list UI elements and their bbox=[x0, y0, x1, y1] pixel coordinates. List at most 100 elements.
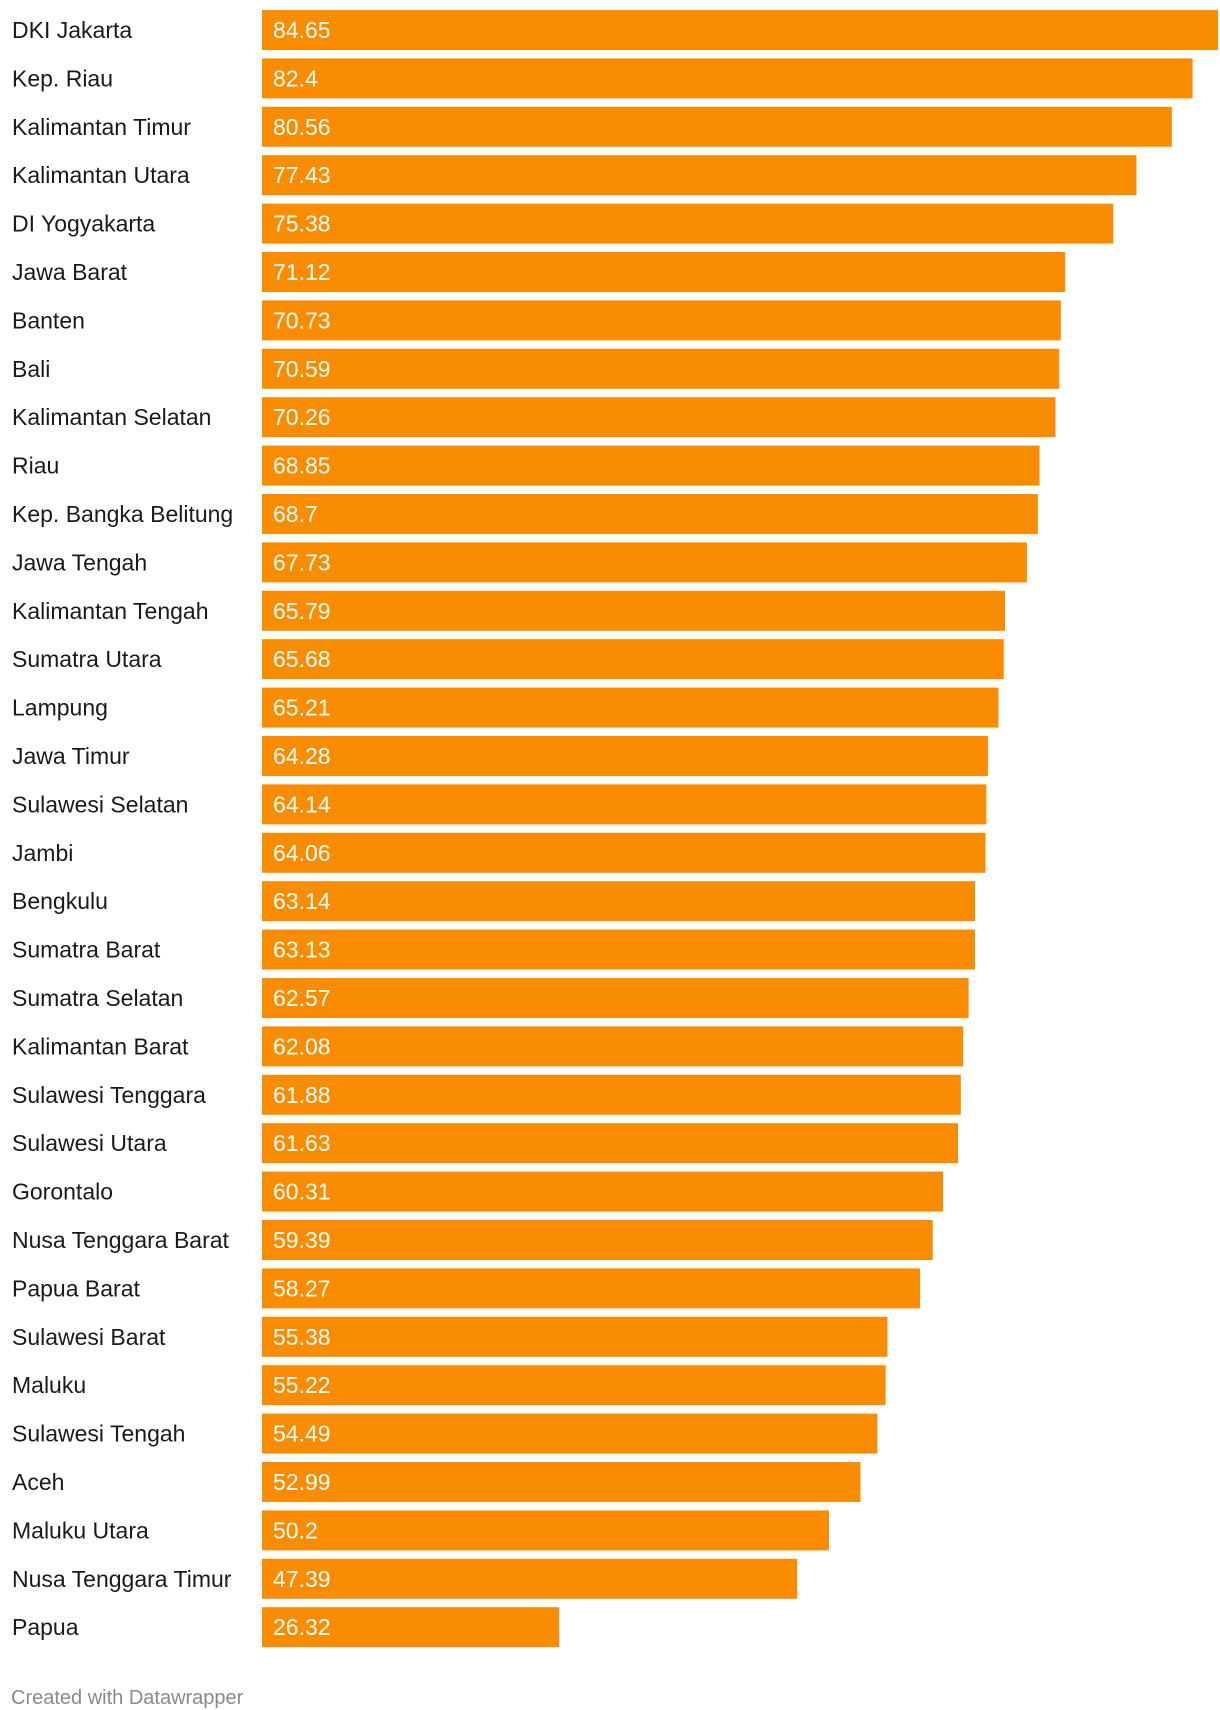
category-label: Sulawesi Utara bbox=[12, 1130, 167, 1156]
category-label: Maluku bbox=[12, 1372, 86, 1398]
bar-row: Sulawesi Tenggara 61.88 bbox=[12, 1074, 961, 1115]
category-label: Maluku Utara bbox=[12, 1517, 149, 1543]
value-label: 63.14 bbox=[273, 888, 331, 914]
bar bbox=[262, 978, 969, 1018]
value-label: 55.38 bbox=[273, 1324, 331, 1350]
value-label: 64.06 bbox=[273, 840, 331, 866]
bar-row: Kalimantan Timur 80.56 bbox=[12, 106, 1172, 147]
category-label: Jawa Timur bbox=[12, 743, 130, 769]
value-label: 63.13 bbox=[273, 937, 331, 963]
value-label: 61.63 bbox=[273, 1130, 331, 1156]
bar bbox=[262, 106, 1172, 147]
bar-row: Maluku 55.22 bbox=[12, 1365, 886, 1406]
bar-row: Sumatra Utara 65.68 bbox=[12, 639, 1004, 680]
category-label: Papua bbox=[12, 1614, 79, 1640]
bar bbox=[262, 1365, 886, 1406]
bar bbox=[262, 155, 1137, 196]
value-label: 65.68 bbox=[273, 646, 331, 672]
category-label: Bali bbox=[12, 356, 50, 382]
category-label: Jambi bbox=[12, 840, 73, 866]
value-label: 65.21 bbox=[273, 695, 331, 721]
bar bbox=[262, 1171, 944, 1212]
category-label: Lampung bbox=[12, 695, 108, 721]
bar-row: Kalimantan Utara 77.43 bbox=[12, 155, 1137, 196]
bar-row: Kep. Bangka Belitung 68.7 bbox=[12, 494, 1038, 534]
bar bbox=[262, 1074, 961, 1115]
value-label: 59.39 bbox=[273, 1227, 331, 1253]
category-label: Kalimantan Selatan bbox=[12, 404, 211, 430]
bar bbox=[262, 784, 987, 825]
bar-row: Jambi 64.06 bbox=[12, 832, 986, 873]
value-label: 58.27 bbox=[273, 1275, 331, 1301]
bar-row: Kalimantan Selatan 70.26 bbox=[12, 397, 1056, 438]
category-label: Sulawesi Tengah bbox=[12, 1421, 185, 1447]
category-label: Sulawesi Tenggara bbox=[12, 1082, 206, 1108]
category-label: Nusa Tenggara Barat bbox=[12, 1227, 230, 1253]
bar-row: Jawa Timur 64.28 bbox=[12, 736, 988, 776]
bar bbox=[262, 252, 1066, 292]
value-label: 26.32 bbox=[273, 1614, 331, 1640]
value-label: 70.73 bbox=[273, 307, 331, 333]
value-label: 55.22 bbox=[273, 1372, 331, 1398]
bar bbox=[262, 1220, 933, 1260]
category-label: Jawa Barat bbox=[12, 259, 128, 285]
value-label: 61.88 bbox=[273, 1082, 331, 1108]
category-label: Sumatra Barat bbox=[12, 937, 161, 963]
category-label: Sulawesi Selatan bbox=[12, 791, 188, 817]
bar bbox=[262, 203, 1114, 244]
bar-row: Banten 70.73 bbox=[12, 300, 1061, 341]
bar bbox=[262, 10, 1218, 50]
bar-row: Jawa Barat 71.12 bbox=[12, 252, 1066, 292]
category-label: Papua Barat bbox=[12, 1275, 140, 1301]
bar-row: Jawa Tengah 67.73 bbox=[12, 542, 1027, 583]
bar bbox=[262, 397, 1056, 438]
category-label: DI Yogyakarta bbox=[12, 211, 155, 237]
value-label: 77.43 bbox=[273, 162, 331, 188]
value-label: 65.79 bbox=[273, 598, 331, 624]
value-label: 54.49 bbox=[273, 1421, 331, 1447]
bar-row: Sulawesi Selatan 64.14 bbox=[12, 784, 987, 825]
category-label: Gorontalo bbox=[12, 1179, 113, 1205]
value-label: 70.26 bbox=[273, 404, 331, 430]
bar bbox=[262, 1123, 959, 1164]
value-label: 64.14 bbox=[273, 791, 331, 817]
bar bbox=[262, 1462, 861, 1502]
bar-row: Bengkulu 63.14 bbox=[12, 881, 976, 922]
value-label: 47.39 bbox=[273, 1566, 331, 1592]
bar-row: Kep. Riau 82.4 bbox=[12, 58, 1193, 99]
bar-row: DKI Jakarta 84.65 bbox=[12, 10, 1218, 50]
bar bbox=[262, 832, 986, 873]
bar bbox=[262, 687, 999, 728]
bar bbox=[262, 1268, 921, 1309]
category-label: Kalimantan Tengah bbox=[12, 598, 209, 624]
bar bbox=[262, 1026, 964, 1067]
value-label: 67.73 bbox=[273, 549, 331, 575]
value-label: 60.31 bbox=[273, 1179, 331, 1205]
datawrapper-credit: Created with Datawrapper bbox=[11, 1687, 244, 1709]
category-label: Jawa Tengah bbox=[12, 549, 147, 575]
bar-row: Nusa Tenggara Timur 47.39 bbox=[12, 1558, 798, 1599]
bar-row: Papua 26.32 bbox=[12, 1607, 560, 1648]
category-label: Banten bbox=[12, 307, 85, 333]
category-label: Nusa Tenggara Timur bbox=[12, 1566, 232, 1592]
bar-row: Gorontalo 60.31 bbox=[12, 1171, 944, 1212]
value-label: 62.08 bbox=[273, 1033, 331, 1059]
value-label: 64.28 bbox=[273, 743, 331, 769]
bar bbox=[262, 445, 1040, 486]
bar-row: Maluku Utara 50.2 bbox=[12, 1510, 829, 1551]
bar-row: Sulawesi Tengah 54.49 bbox=[12, 1413, 878, 1454]
bar bbox=[262, 881, 976, 922]
value-label: 84.65 bbox=[273, 17, 331, 43]
bar bbox=[262, 1316, 888, 1357]
category-label: Sumatra Selatan bbox=[12, 985, 183, 1011]
bar-row: Bali 70.59 bbox=[12, 348, 1060, 389]
category-label: Sumatra Utara bbox=[12, 646, 162, 672]
value-label: 80.56 bbox=[273, 114, 331, 140]
bar bbox=[262, 1510, 829, 1551]
bar bbox=[262, 542, 1027, 583]
category-label: Riau bbox=[12, 453, 59, 479]
bar bbox=[262, 1607, 560, 1648]
bar-row: Sulawesi Barat 55.38 bbox=[12, 1316, 888, 1357]
value-label: 50.2 bbox=[273, 1517, 318, 1543]
bar-row: Riau 68.85 bbox=[12, 445, 1040, 486]
